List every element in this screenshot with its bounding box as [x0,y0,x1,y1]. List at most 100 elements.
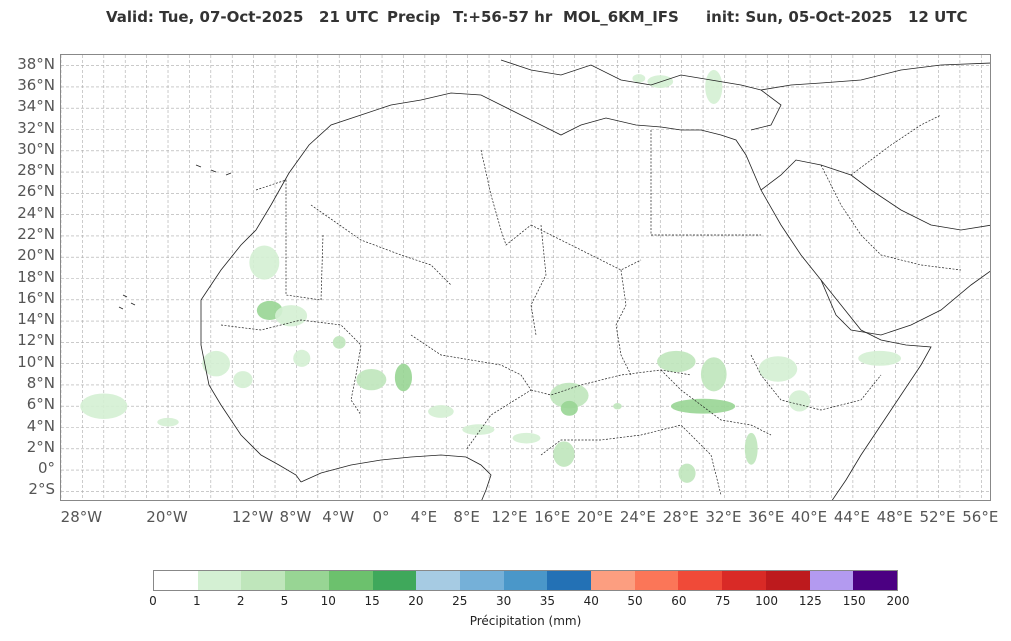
precip-area [613,403,622,410]
colorbar-tick-label: 1 [192,594,201,608]
precip-area [678,463,696,483]
precip-area [80,393,128,419]
title-lead-time: T:+56-57 hr [453,8,553,26]
precip-area [632,74,646,83]
colorbar-segment [197,571,242,590]
precip-area [744,432,758,465]
latitude-label: 6°N [26,395,55,414]
latitude-label: 14°N [17,310,55,329]
colorbar-segment [416,571,460,590]
precipitation-field [80,69,902,483]
latitude-label: 10°N [17,352,55,371]
colorbar-tick-label: 75 [715,594,731,608]
country-borders [220,114,962,496]
colorbar-segment [285,571,329,590]
colorbar-tick-label: 10 [320,594,336,608]
longitude-label: 4°E [410,508,438,526]
longitude-label: 40°E [791,508,828,526]
longitude-label: 28°W [60,508,103,526]
longitude-label: 8°W [279,508,312,526]
border-south-sudan [660,369,772,436]
map-title: Valid: Tue, 07-Oct-2025 21 UTC Precip T:… [0,8,1011,28]
colorbar-tick-label: 20 [408,594,424,608]
border-mauritania-mali [255,179,324,301]
latitude-label: 16°N [17,288,55,307]
colorbar-segment [722,571,766,590]
colorbar-segment [765,571,810,590]
title-init-time: init: Sun, 05-Oct-2025 12 UTC [706,8,968,26]
border-sudan-chad [615,269,632,376]
latitude-label: 12°N [17,331,55,350]
title-model: MOL_6KM_IFS [563,8,679,26]
border-drc [540,424,722,496]
longitude-label: 56°E [962,508,999,526]
colorbar-segment [678,571,723,590]
longitude-label: 4°W [322,508,355,526]
colorbar-segment [372,571,417,590]
colorbar-tick-label: 25 [452,594,468,608]
colorbar-tick-label: 5 [280,594,289,608]
longitude-label: 36°E [748,508,785,526]
latitude-label: 22°N [17,224,55,243]
precip-area [553,441,575,467]
precip-area [394,363,412,392]
latitude-label: 2°S [28,480,55,499]
europe-coastline [500,59,990,91]
precip-area [657,350,696,373]
precip-area [550,382,589,409]
colorbar-segment [547,571,592,590]
longitude-label: 0° [372,508,390,526]
border-iraq [850,114,942,176]
colorbar-tick-label: 125 [798,594,822,608]
longitude-label: 20°W [146,508,188,526]
border-algeria-libya [480,149,532,246]
latitude-label: 0° [37,459,55,478]
latitude-label: 30°N [17,139,55,158]
colorbar-segment [853,571,897,590]
map-canvas [61,55,990,500]
colorbar-tick-label: 40 [583,594,599,608]
colorbar-segment [241,571,286,590]
precip-area [293,349,311,367]
precip-area [670,398,736,414]
longitude-label: 12°E [491,508,528,526]
latitude-label: 24°N [17,203,55,222]
precipitation-colorbar [153,570,898,591]
colorbar-tick-label: 15 [364,594,380,608]
canary-islands [195,164,232,176]
latitude-label: 4°N [26,416,55,435]
precip-area [332,335,346,349]
colorbar-tick-label: 0 [149,594,157,608]
colorbar-segment [634,571,679,590]
arabia-coastline [760,159,990,231]
precip-area [462,424,495,435]
precip-area [700,357,727,392]
precip-area [512,432,541,444]
border-niger-chad [530,224,547,336]
longitude-label: 8°E [453,508,480,526]
colorbar-tick-label: 2 [236,594,245,608]
border-west-africa [220,319,362,416]
longitude-label: 12°W [231,508,274,526]
arabia-south-coast [820,270,990,336]
colorbar-segment [459,571,504,590]
colorbar-tick-label: 50 [627,594,643,608]
border-libya-chad [530,224,642,271]
title-field: Precip [387,8,441,26]
title-valid-time: Valid: Tue, 07-Oct-2025 21 UTC [106,8,379,26]
colorbar-segment [503,571,548,590]
coastlines-borders [118,59,990,500]
precip-area [356,368,387,391]
colorbar-segment [328,571,373,590]
latitude-label: 18°N [17,267,55,286]
precip-area [758,356,798,382]
longitude-label: 24°E [619,508,656,526]
longitude-label: 48°E [876,508,913,526]
turkey-coastline [750,89,782,131]
longitude-label: 20°E [577,508,614,526]
precip-area [788,390,811,412]
border-nigeria [410,334,532,451]
colorbar-segment [154,571,198,590]
latitude-label: 26°N [17,182,55,201]
border-saudi [820,164,962,271]
